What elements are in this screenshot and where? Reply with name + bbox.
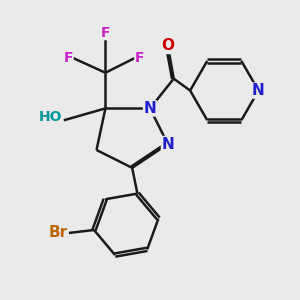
Text: F: F [101, 26, 110, 40]
Text: O: O [161, 38, 174, 53]
Text: N: N [144, 101, 156, 116]
Text: HO: HO [39, 110, 62, 124]
Text: N: N [161, 136, 174, 152]
Text: F: F [135, 51, 144, 65]
Text: Br: Br [49, 226, 68, 241]
Text: F: F [64, 51, 73, 65]
Text: N: N [252, 83, 265, 98]
